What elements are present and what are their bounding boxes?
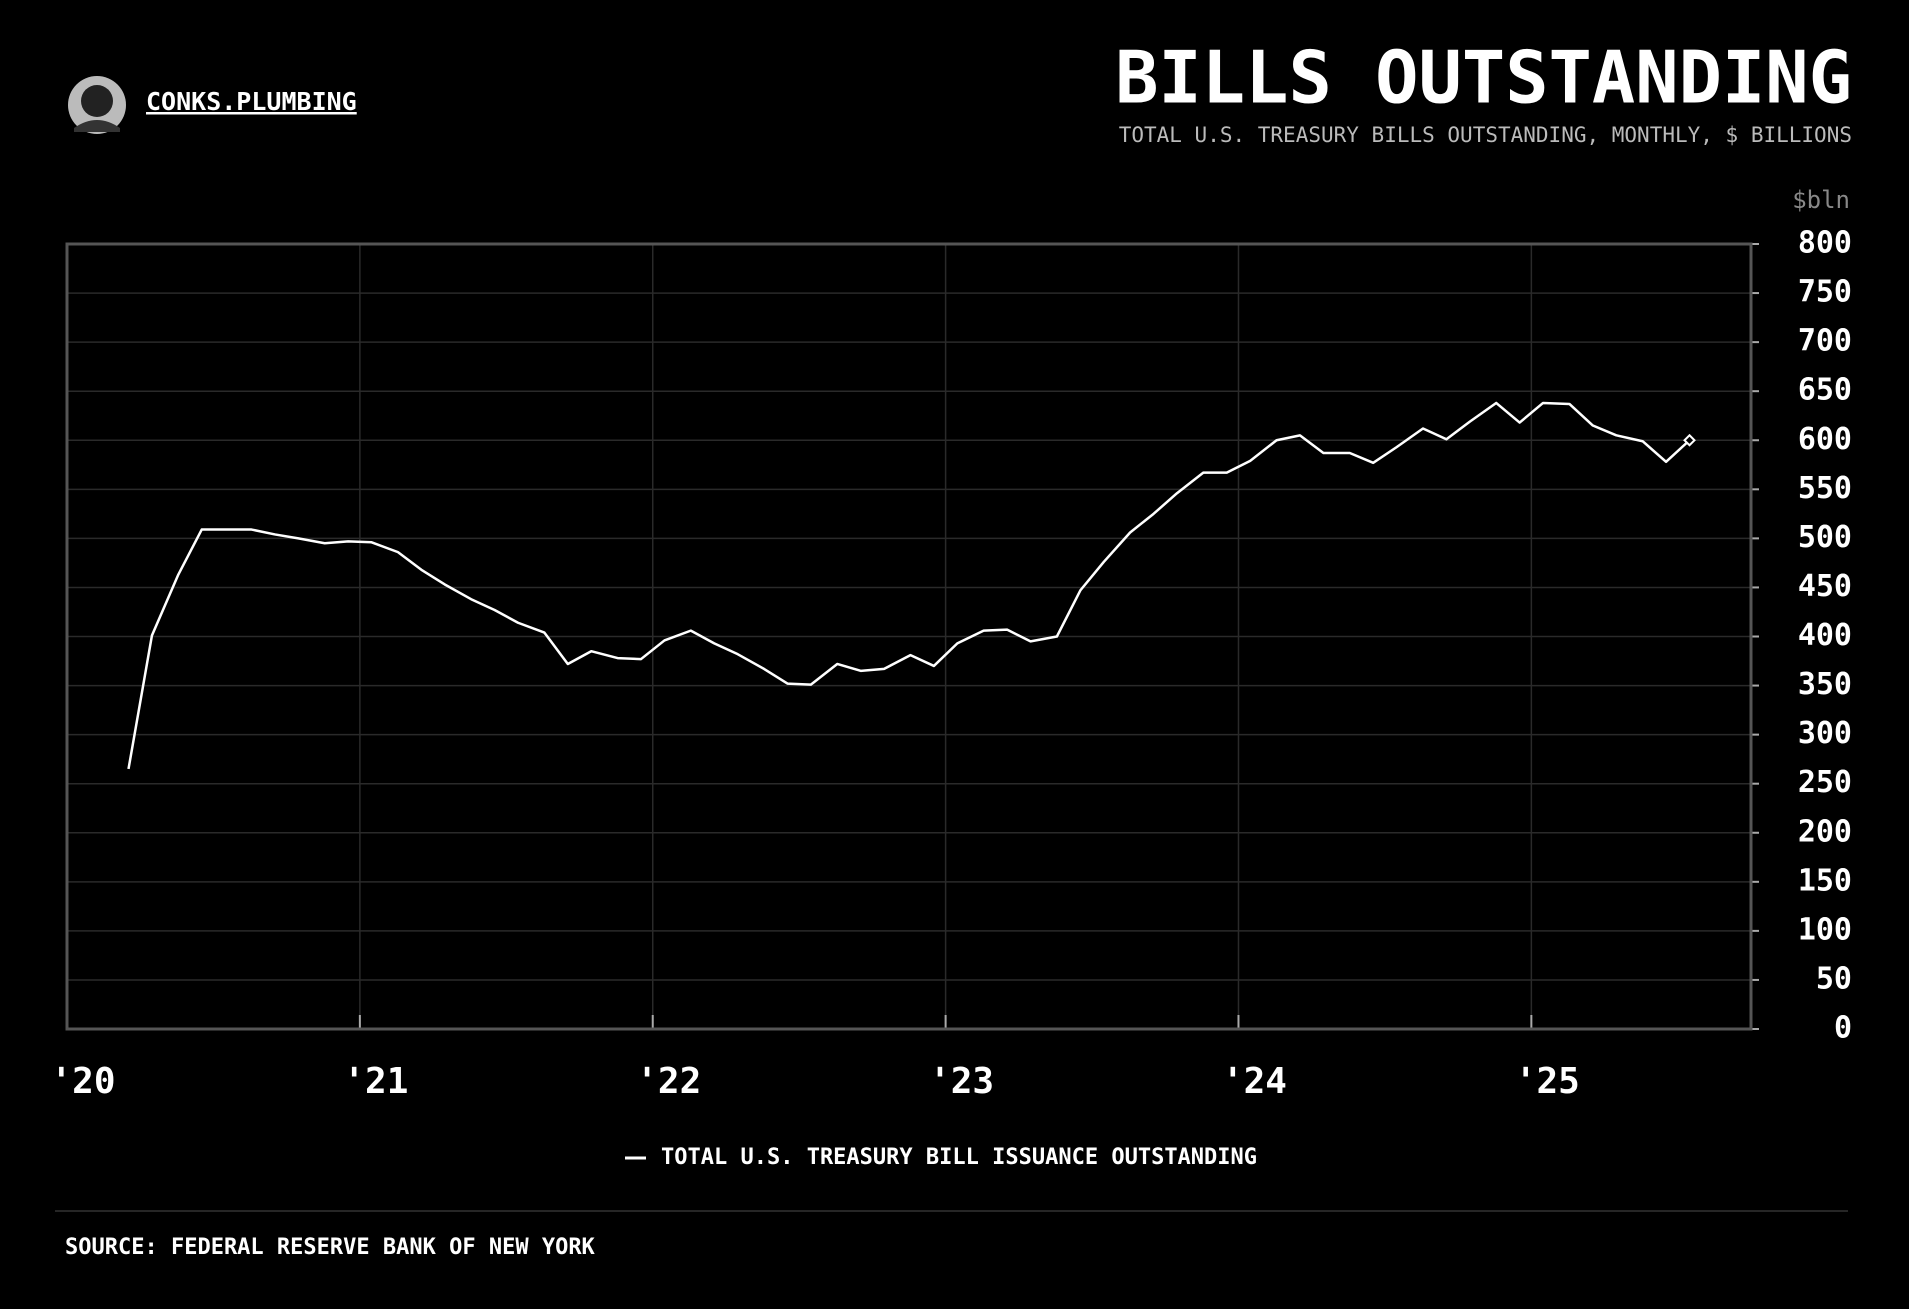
y-tick-label: 500 [1798,520,1852,555]
y-unit-label: $bln [1792,186,1850,214]
x-tick-label: '20 [50,1061,115,1102]
chart-subtitle: TOTAL U.S. TREASURY BILLS OUTSTANDING, M… [1119,123,1852,147]
chart-title: BILLS OUTSTANDING [1115,36,1852,120]
x-tick-label: '23 [929,1061,994,1102]
y-tick-label: 150 [1798,863,1852,898]
y-tick-label: 400 [1798,618,1852,653]
y-tick-label: 350 [1798,667,1852,702]
x-tick-label: '21 [343,1061,408,1102]
source: SOURCE: FEDERAL RESERVE BANK OF NEW YORK [65,1235,596,1260]
y-tick-label: 250 [1798,765,1852,800]
y-tick-label: 600 [1798,422,1852,457]
y-tick-label: 50 [1816,961,1852,996]
legend-label: TOTAL U.S. TREASURY BILL ISSUANCE OUTSTA… [661,1145,1257,1170]
y-tick-label: 800 [1798,226,1852,261]
brand[interactable]: CONKS.PLUMBING [146,87,357,116]
x-tick-label: '24 [1222,1061,1287,1102]
x-tick-label: '25 [1515,1061,1580,1102]
y-tick-label: 450 [1798,569,1852,604]
y-tick-label: 100 [1798,912,1852,947]
y-tick-label: 0 [1834,1011,1852,1046]
data-line [127,401,1691,770]
y-tick-label: 300 [1798,716,1852,751]
logo [68,76,126,134]
end-marker [1683,433,1696,447]
y-tick-label: 550 [1798,471,1852,506]
x-tick-label: '22 [636,1061,701,1102]
y-tick-label: 650 [1798,373,1852,408]
y-tick-label: 700 [1798,324,1852,359]
y-tick-label: 750 [1798,275,1852,310]
plot-frame [65,242,1753,1031]
y-tick-label: 200 [1798,814,1852,849]
